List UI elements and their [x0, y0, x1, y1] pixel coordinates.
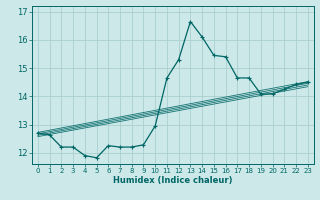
X-axis label: Humidex (Indice chaleur): Humidex (Indice chaleur): [113, 176, 233, 185]
